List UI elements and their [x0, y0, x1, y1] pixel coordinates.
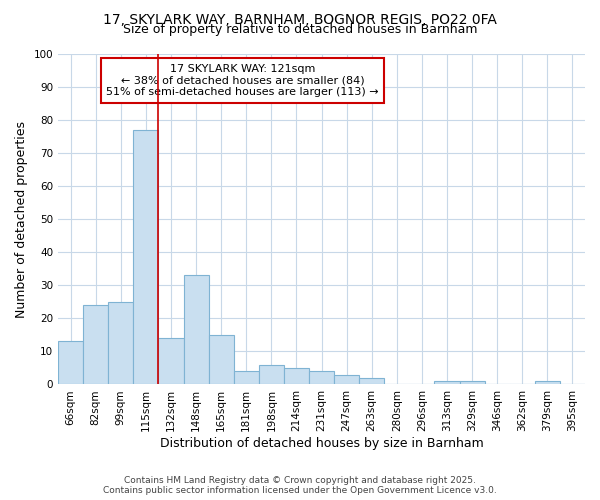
Bar — [83, 305, 108, 384]
Text: Contains HM Land Registry data © Crown copyright and database right 2025.
Contai: Contains HM Land Registry data © Crown c… — [103, 476, 497, 495]
Bar — [535, 381, 560, 384]
Text: 17, SKYLARK WAY, BARNHAM, BOGNOR REGIS, PO22 0FA: 17, SKYLARK WAY, BARNHAM, BOGNOR REGIS, … — [103, 12, 497, 26]
Bar — [334, 374, 359, 384]
Bar — [108, 302, 133, 384]
Bar — [58, 342, 83, 384]
Bar — [233, 371, 259, 384]
Bar — [284, 368, 309, 384]
Text: Size of property relative to detached houses in Barnham: Size of property relative to detached ho… — [123, 22, 477, 36]
Bar — [184, 276, 209, 384]
Bar — [259, 364, 284, 384]
Bar — [434, 381, 460, 384]
Bar — [460, 381, 485, 384]
Bar — [209, 335, 233, 384]
Bar — [309, 371, 334, 384]
Text: 17 SKYLARK WAY: 121sqm
← 38% of detached houses are smaller (84)
51% of semi-det: 17 SKYLARK WAY: 121sqm ← 38% of detached… — [106, 64, 379, 97]
Y-axis label: Number of detached properties: Number of detached properties — [15, 120, 28, 318]
Bar — [133, 130, 158, 384]
Bar — [158, 338, 184, 384]
Bar — [359, 378, 384, 384]
X-axis label: Distribution of detached houses by size in Barnham: Distribution of detached houses by size … — [160, 437, 484, 450]
